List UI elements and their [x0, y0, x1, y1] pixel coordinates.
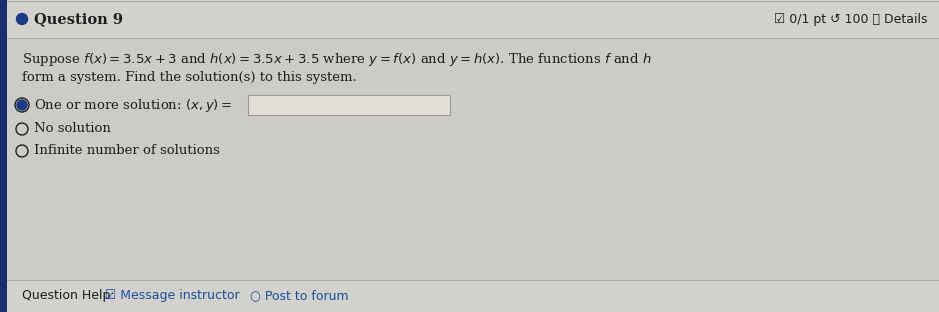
- Text: Question Help:: Question Help:: [22, 290, 115, 303]
- Bar: [7, 0, 939, 38]
- Bar: [7, 38, 939, 280]
- Text: No solution: No solution: [34, 123, 111, 135]
- Text: ☑ Message instructor: ☑ Message instructor: [105, 290, 239, 303]
- Text: ☑ 0/1 pt ↺ 100 ⓘ Details: ☑ 0/1 pt ↺ 100 ⓘ Details: [775, 12, 928, 26]
- Circle shape: [17, 100, 27, 110]
- Circle shape: [17, 13, 27, 25]
- Text: Suppose $f(x) = 3.5x + 3$ and $h(x) = 3.5x + 3.5$ where $y = f(x)$ and $y = h(x): Suppose $f(x) = 3.5x + 3$ and $h(x) = 3.…: [22, 51, 652, 69]
- FancyBboxPatch shape: [248, 95, 450, 115]
- Bar: [0, 0, 7, 312]
- Bar: [7, 280, 939, 312]
- Text: One or more solution: $(x, y) =$: One or more solution: $(x, y) =$: [34, 96, 232, 114]
- Text: Question 9: Question 9: [34, 12, 123, 26]
- Text: form a system. Find the solution(s) to this system.: form a system. Find the solution(s) to t…: [22, 71, 357, 84]
- Text: ○ Post to forum: ○ Post to forum: [250, 290, 348, 303]
- Text: Infinite number of solutions: Infinite number of solutions: [34, 144, 220, 158]
